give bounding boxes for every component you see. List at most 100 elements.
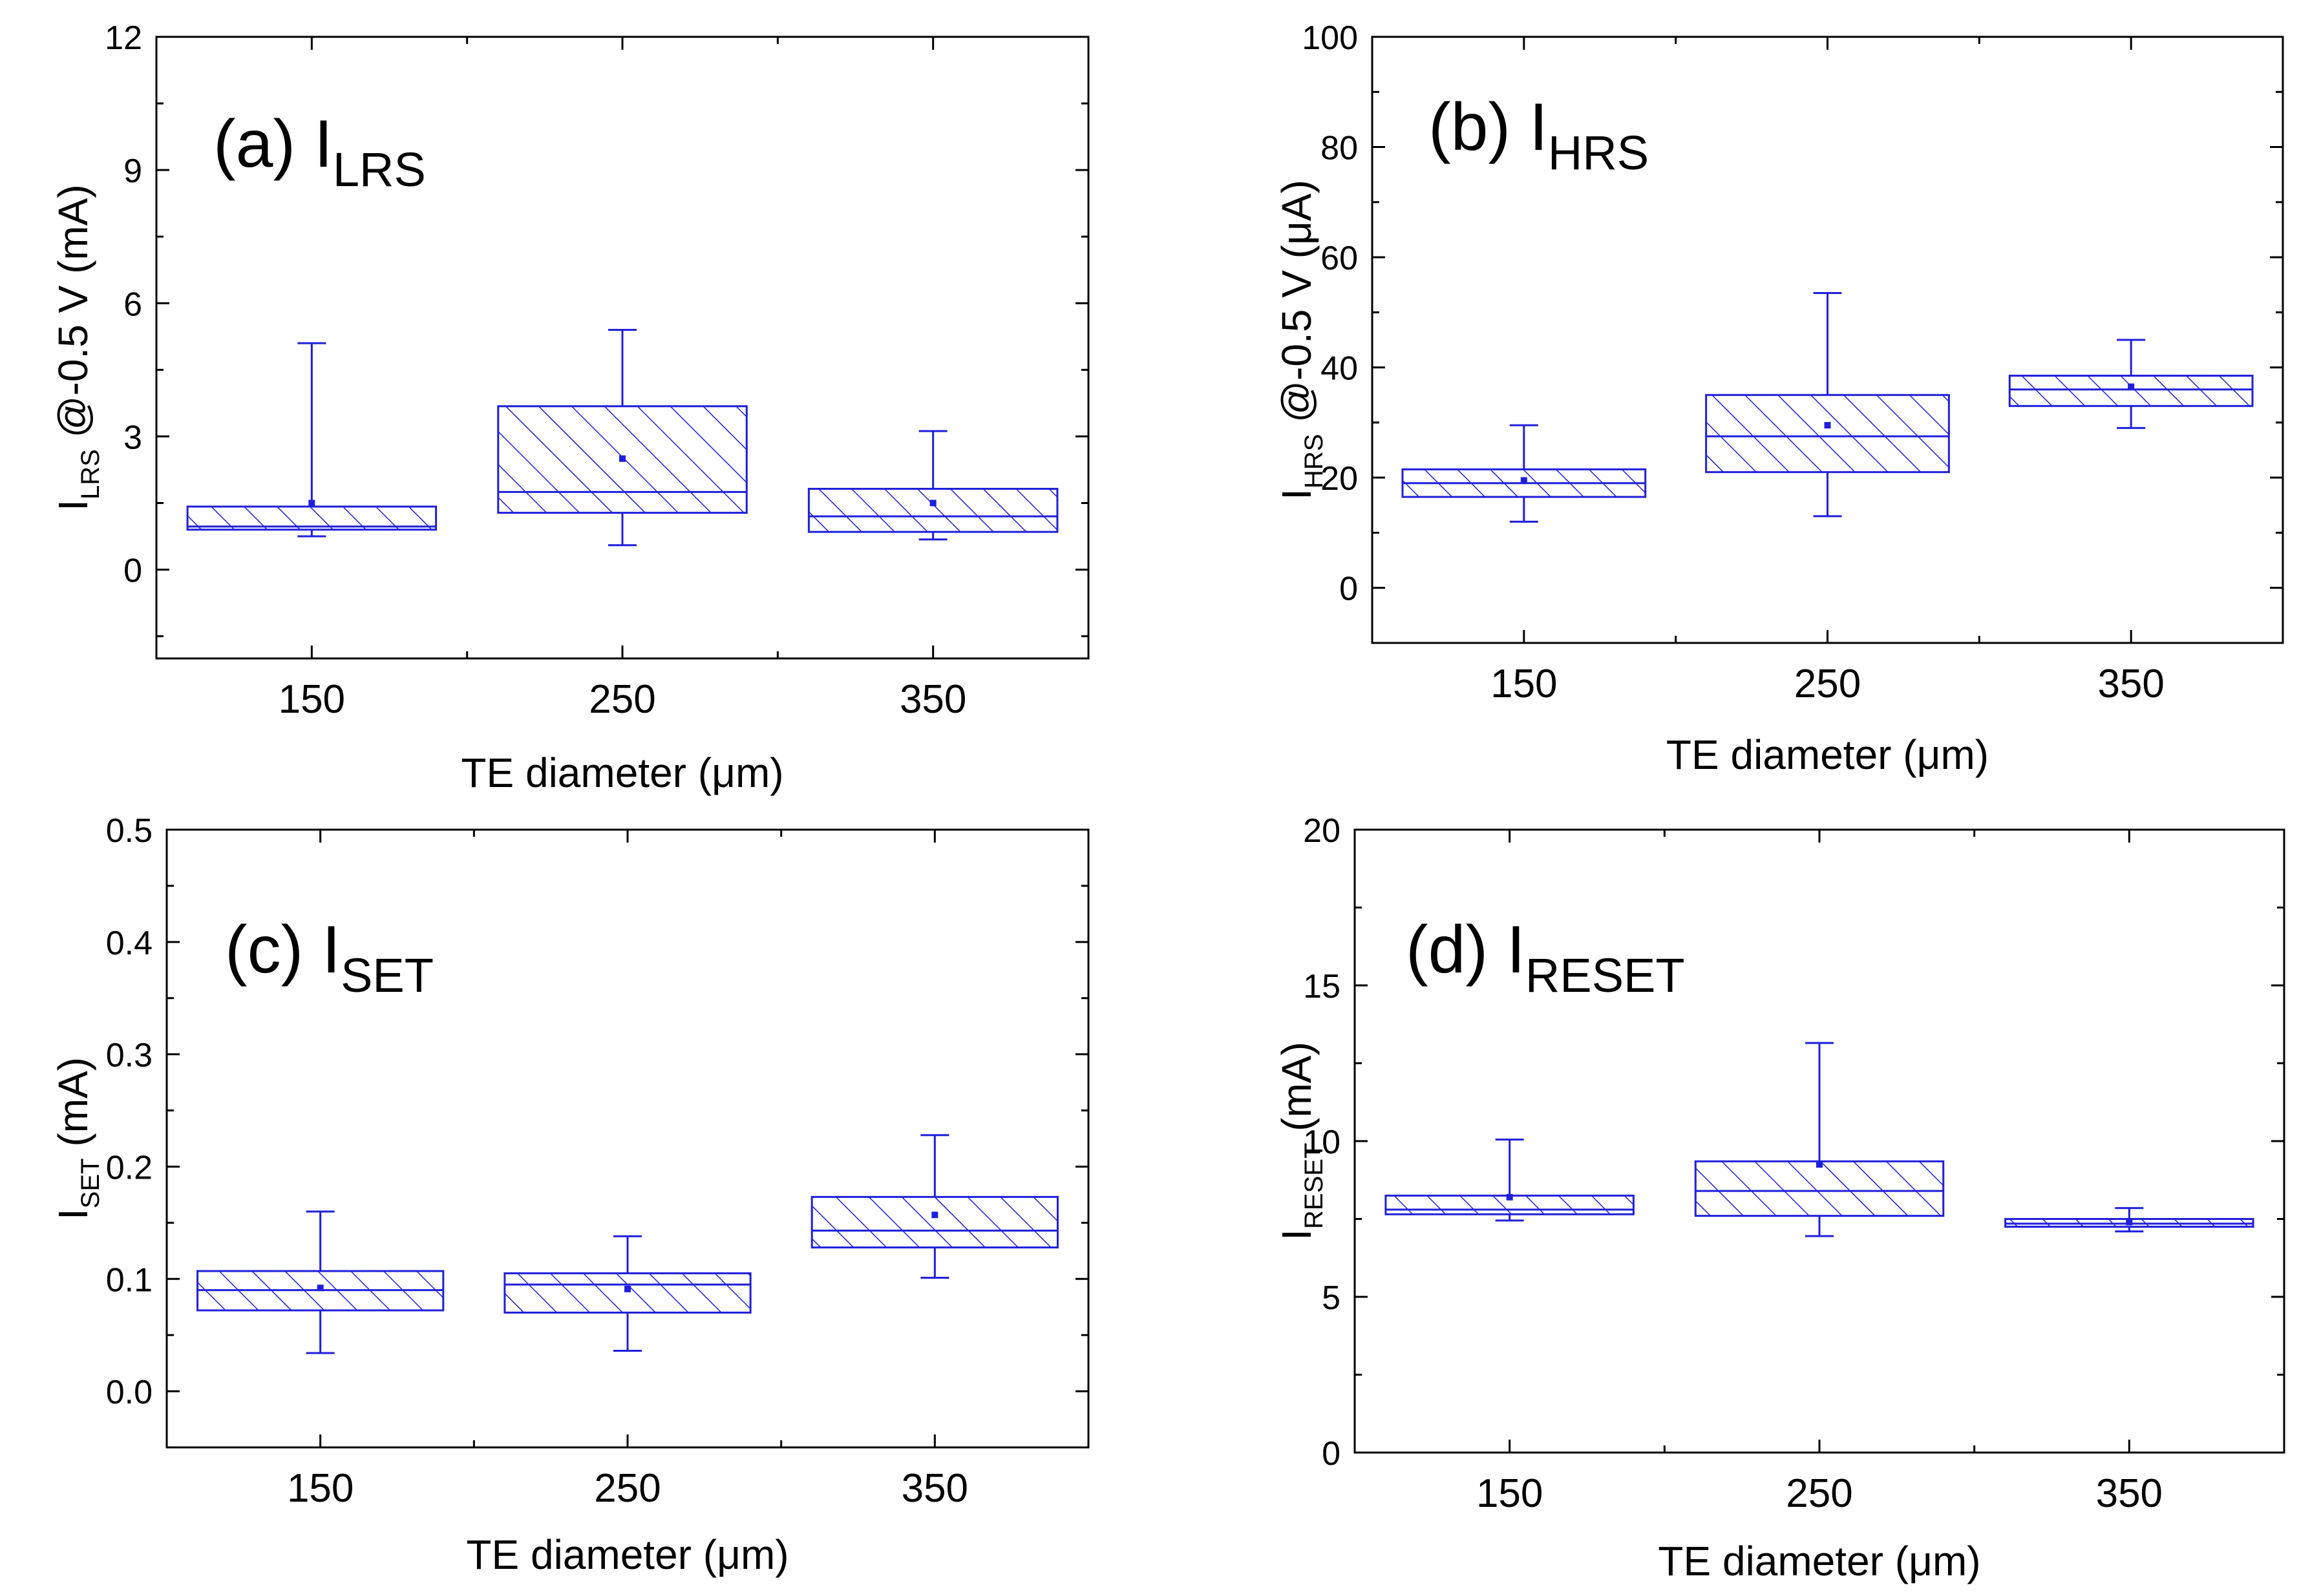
box-mean	[619, 455, 626, 462]
xtick-label: 250	[1794, 662, 1861, 706]
panel-c-ylabel: ISET (mA)	[50, 1057, 105, 1220]
box-iqr	[810, 1195, 1059, 1249]
ytick-label: 0.4	[106, 925, 153, 962]
ylabel-sub: SET	[76, 1158, 105, 1208]
panel-d-ylabel: IRESET (mA)	[1273, 1042, 1328, 1241]
xtick-label: 250	[1786, 1471, 1852, 1516]
ytick-label: 20	[1303, 812, 1340, 850]
box-250	[497, 329, 748, 547]
box-350	[2004, 1207, 2254, 1233]
box-350	[2008, 339, 2254, 429]
panel-a: ILRS @-0.5 V (mA) 0 3 6 9 12 150 250 350 (a) IL…	[50, 19, 1090, 796]
box-150	[196, 1210, 445, 1354]
box-mean	[308, 499, 315, 507]
ytick-label: 5	[1322, 1279, 1340, 1317]
panel-a-boxes	[186, 329, 1059, 547]
panel-c-title: (c) ISET	[225, 912, 434, 1002]
ytick-label: 6	[123, 286, 142, 323]
ylabel-rest: (mA)	[1273, 1042, 1320, 1142]
box-mean	[2128, 383, 2135, 390]
ytick-label: 60	[1320, 240, 1358, 277]
box-mean	[2126, 1219, 2133, 1226]
panel-c-xlabel: TE diameter (μm)	[466, 1531, 789, 1578]
panel-a-ylabel: ILRS @-0.5 V (mA)	[50, 184, 105, 511]
box-150	[186, 342, 438, 538]
xtick-label: 350	[2096, 1471, 2163, 1516]
panel-c-boxes	[196, 1134, 1059, 1354]
xtick-label: 150	[279, 677, 345, 722]
panel-c: ISET (mA) 0.0 0.1 0.2 0.3 0.4 0.5 150 250 350 (c…	[50, 812, 1090, 1578]
ytick-label: 0.5	[106, 812, 153, 850]
ytick-label: 0	[123, 552, 142, 590]
ylabel-text: ILRS @-0.5 V (mA)	[50, 184, 105, 511]
box-250	[503, 1235, 752, 1352]
ylabel-rest: (mA)	[50, 1057, 96, 1158]
panel-b-ylabel: IHRS @-0.5 V (μA)	[1273, 180, 1328, 500]
panel-d-ticks: 0 5 10 15 20 150 250 350	[1303, 812, 2284, 1516]
box-iqr	[1694, 1160, 1945, 1217]
ylabel-sub: HRS	[1300, 434, 1328, 488]
panel-a-ticks: 0 3 6 9 12 150 250 350	[105, 19, 1088, 722]
box-iqr	[1705, 394, 1950, 474]
panel-d-title: (d) IRESET	[1406, 912, 1685, 1002]
box-350	[807, 430, 1059, 541]
xtick-label: 150	[1476, 1471, 1543, 1516]
box-250	[1705, 292, 1950, 518]
ylabel-rest: @-0.5 V (mA)	[50, 184, 96, 449]
xtick-label: 350	[902, 1466, 968, 1511]
box-iqr	[807, 488, 1059, 533]
panel-b-boxes	[1401, 292, 2254, 523]
box-150	[1401, 424, 1647, 523]
xtick-label: 150	[287, 1466, 354, 1511]
xtick-label: 350	[900, 677, 966, 722]
panel-b-xlabel: TE diameter (μm)	[1666, 731, 1989, 778]
box-mean	[1506, 1193, 1513, 1201]
panel-d: IRESET (mA) 0 5 10 15 20 150 250 350 (d) IRESET…	[1273, 812, 2285, 1584]
ytick-label: 0.2	[106, 1149, 153, 1186]
panel-d-boxes	[1384, 1042, 2254, 1237]
box-mean	[1816, 1161, 1823, 1168]
box-mean	[317, 1285, 324, 1292]
panel-b-ticks: 0 20 40 60 80 100 150 250 350	[1302, 19, 2283, 706]
box-iqr	[2008, 374, 2254, 407]
panel-b-title: (b) IHRS	[1428, 90, 1649, 180]
ytick-label: 3	[123, 419, 142, 456]
ytick-label: 12	[105, 19, 142, 57]
ylabel-main: I	[1273, 488, 1320, 500]
panel-d-xlabel: TE diameter (μm)	[1658, 1538, 1980, 1584]
box-mean	[931, 1212, 938, 1219]
ylabel-text: ISET (mA)	[50, 1057, 105, 1220]
ytick-label: 0.3	[106, 1037, 153, 1075]
ylabel-text: IRESET (mA)	[1273, 1042, 1328, 1241]
xtick-label: 250	[589, 677, 655, 722]
ylabel-main: I	[1273, 1229, 1320, 1241]
box-150	[1384, 1139, 1635, 1222]
box-mean	[1520, 477, 1527, 484]
ylabel-text: IHRS @-0.5 V (μA)	[1273, 180, 1328, 500]
ytick-label: 15	[1303, 968, 1340, 1005]
xtick-label: 250	[594, 1466, 661, 1511]
ylabel-rest: @-0.5 V (μA)	[1273, 180, 1320, 434]
xtick-label: 350	[2097, 662, 2164, 706]
ytick-label: 40	[1320, 350, 1358, 388]
ylabel-sub: RESET	[1300, 1143, 1328, 1229]
box-mean	[1824, 422, 1831, 429]
ylabel-main: I	[50, 499, 96, 511]
ytick-label: 9	[123, 152, 142, 190]
box-iqr	[503, 1272, 752, 1314]
ytick-label: 0.0	[106, 1374, 153, 1411]
ytick-label: 100	[1302, 19, 1358, 57]
ytick-label: 80	[1320, 130, 1358, 167]
ylabel-main: I	[50, 1208, 96, 1220]
ytick-label: 20	[1320, 460, 1358, 498]
panel-a-xlabel: TE diameter (μm)	[461, 750, 783, 796]
panel-c-ticks: 0.0 0.1 0.2 0.3 0.4 0.5 150 250 350	[106, 812, 1088, 1511]
ytick-label: 10	[1303, 1124, 1340, 1161]
box-250	[1694, 1042, 1945, 1237]
box-mean	[929, 499, 937, 507]
ylabel-sub: LRS	[76, 449, 105, 499]
box-mean	[624, 1285, 631, 1292]
panel-a-title: (a) ILRS	[213, 107, 426, 196]
